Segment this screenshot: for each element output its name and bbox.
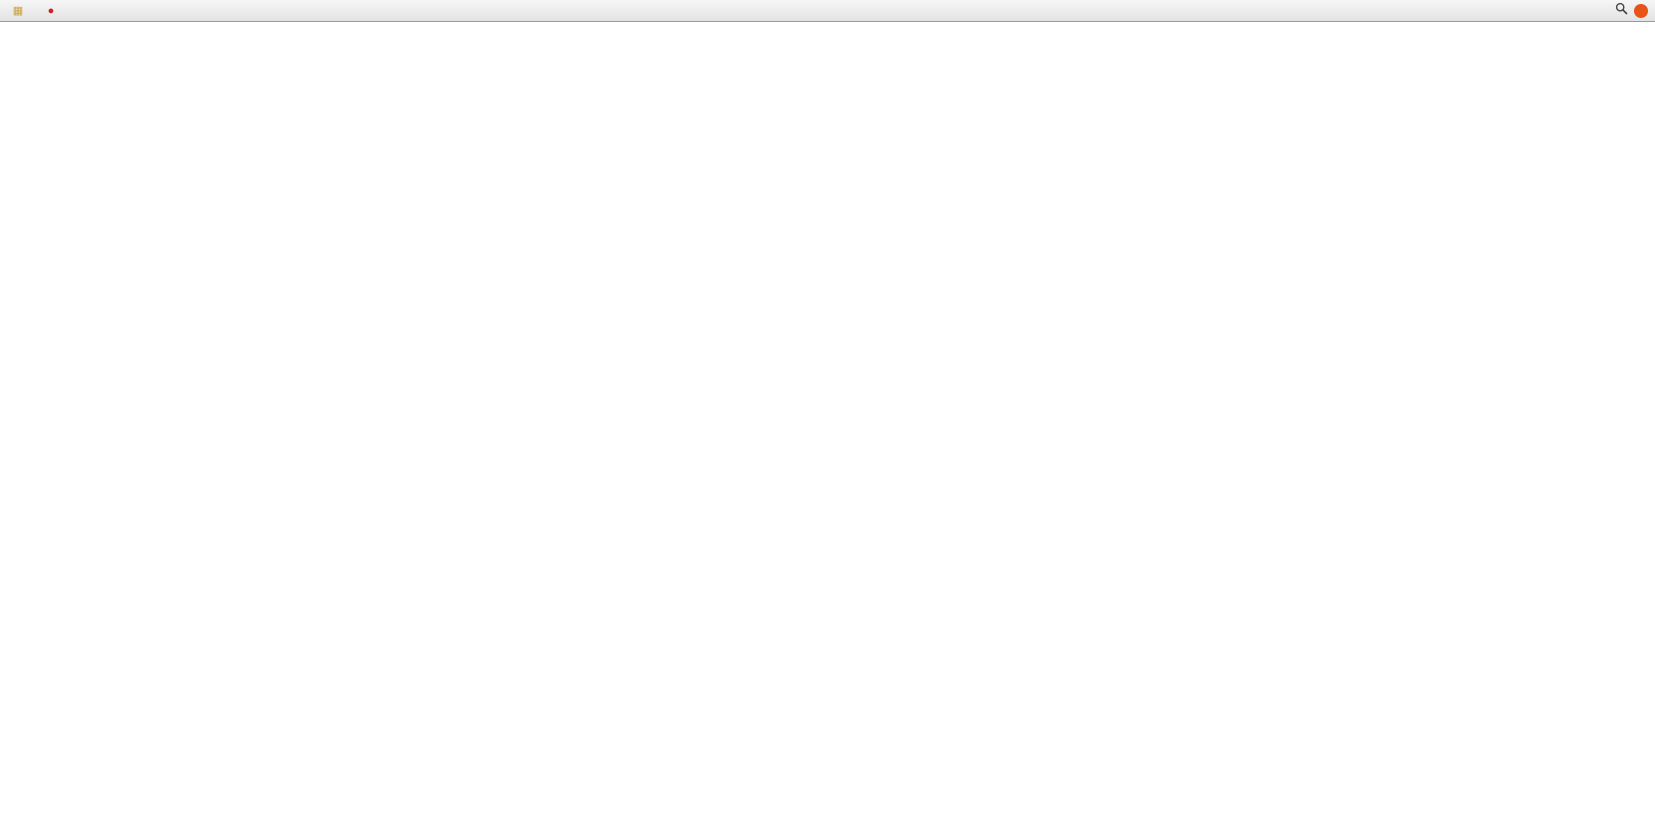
toolbar-right-group	[1614, 2, 1650, 20]
price-chart[interactable]	[0, 22, 1655, 820]
autotrade-icon: ●	[47, 4, 55, 17]
new-order-button[interactable]: ▦	[5, 1, 34, 21]
notification-badge[interactable]	[1634, 3, 1648, 18]
search-icon[interactable]	[1614, 2, 1628, 20]
chart-window	[0, 22, 1655, 820]
main-toolbar: ▦ ●	[0, 0, 1655, 22]
new-order-icon: ▦	[12, 4, 24, 17]
autotrade-button[interactable]: ●	[38, 1, 67, 21]
